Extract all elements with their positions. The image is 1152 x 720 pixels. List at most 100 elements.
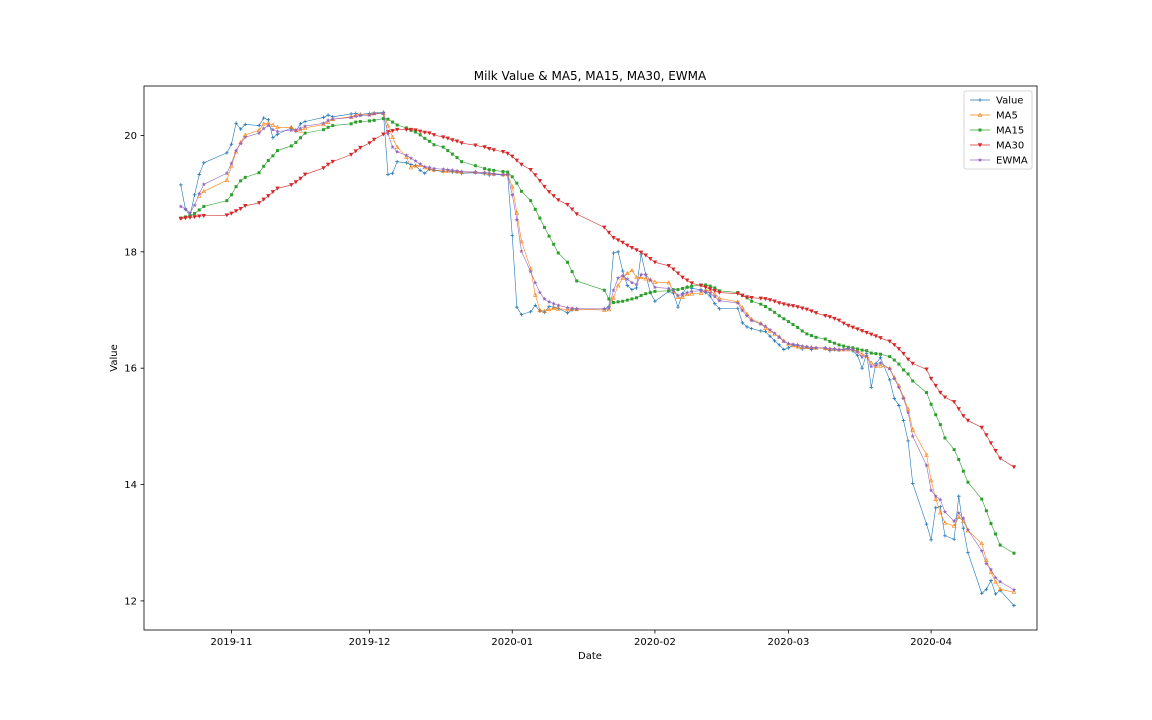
data-point-ewma xyxy=(408,155,414,161)
data-point-value xyxy=(261,116,266,120)
data-point-ma30 xyxy=(836,318,842,323)
data-point-ma15 xyxy=(648,291,652,295)
data-point-ma15 xyxy=(713,286,717,290)
data-point-ewma xyxy=(542,296,547,301)
data-point-ewma xyxy=(790,342,796,347)
data-point-ewma xyxy=(1011,587,1017,592)
data-point-ewma xyxy=(997,579,1003,584)
data-point-ma15 xyxy=(966,480,970,484)
data-point-ewma xyxy=(993,575,998,580)
data-point-ewma xyxy=(454,168,460,173)
data-point-ma15 xyxy=(667,289,671,293)
data-point-ewma xyxy=(961,515,966,521)
data-point-ma30 xyxy=(574,212,579,217)
data-point-value xyxy=(952,537,956,542)
data-point-value xyxy=(528,309,533,314)
data-point-ma30 xyxy=(266,194,271,199)
data-point-ewma xyxy=(611,287,616,293)
data-point-value xyxy=(938,504,943,509)
series-line-ma30 xyxy=(180,129,1015,468)
data-point-ewma xyxy=(238,141,243,146)
data-point-ma15 xyxy=(929,402,933,406)
legend-label: EWMA xyxy=(996,156,1028,167)
data-point-ma15 xyxy=(391,120,395,124)
data-point-ma30 xyxy=(901,351,906,356)
data-point-ma30 xyxy=(924,367,929,372)
data-point-ewma xyxy=(302,123,308,129)
data-point-ewma xyxy=(606,305,612,311)
data-point-ma30 xyxy=(809,309,814,314)
data-point-ma15 xyxy=(911,379,915,383)
data-point-value xyxy=(979,591,984,596)
data-point-ma5 xyxy=(993,579,998,584)
data-point-ma15 xyxy=(708,284,712,288)
data-point-ma15 xyxy=(492,168,496,172)
data-point-ewma xyxy=(800,343,805,348)
data-point-value xyxy=(782,347,786,352)
data-point-value xyxy=(630,287,634,292)
data-point-ma30 xyxy=(533,173,538,178)
data-point-ewma xyxy=(763,323,768,329)
data-point-ma15 xyxy=(565,260,569,264)
data-point-ma5 xyxy=(275,124,280,130)
data-point-value xyxy=(326,113,330,117)
data-point-ma15 xyxy=(823,337,827,341)
data-point-value xyxy=(901,418,906,423)
data-point-ma30 xyxy=(197,214,202,219)
data-point-value xyxy=(671,291,676,295)
data-point-ma15 xyxy=(529,199,533,203)
legend-label: Value xyxy=(996,96,1023,107)
data-point-ewma xyxy=(413,158,418,163)
data-point-ma30 xyxy=(556,198,561,203)
data-point-ma15 xyxy=(980,497,984,501)
data-point-ma15 xyxy=(768,307,772,311)
data-point-ewma xyxy=(744,313,750,318)
data-point-ma5 xyxy=(997,586,1003,592)
data-point-ewma xyxy=(270,127,276,132)
data-point-ewma xyxy=(178,204,184,209)
data-point-ewma xyxy=(266,123,271,128)
data-point-ma15 xyxy=(483,167,487,171)
data-point-ma15 xyxy=(874,352,878,356)
data-point-ma15 xyxy=(197,208,201,212)
data-point-ma5 xyxy=(666,280,672,285)
data-point-ma30 xyxy=(869,332,874,337)
data-point-ma5 xyxy=(951,523,957,528)
data-point-ma15 xyxy=(869,351,873,355)
data-point-ma30 xyxy=(988,441,994,446)
data-point-ma15 xyxy=(906,372,910,376)
data-point-ewma xyxy=(933,493,938,499)
data-point-ma30 xyxy=(417,129,423,134)
data-point-ewma xyxy=(823,345,828,350)
data-point-ma5 xyxy=(620,275,626,280)
data-point-value xyxy=(749,326,754,331)
data-point-ma5 xyxy=(555,306,561,311)
data-point-value xyxy=(275,132,280,137)
data-point-ma30 xyxy=(371,137,377,142)
data-point-value xyxy=(777,343,782,347)
data-point-ma30 xyxy=(569,207,575,212)
data-point-ma15 xyxy=(842,344,846,348)
data-point-value xyxy=(395,159,399,164)
data-point-value xyxy=(943,533,947,538)
data-point-value xyxy=(303,119,307,124)
data-point-value xyxy=(234,121,238,126)
data-point-ma5 xyxy=(878,363,883,368)
y-tick-label: 18 xyxy=(124,247,137,258)
data-point-ewma xyxy=(767,327,773,332)
data-point-ma15 xyxy=(690,284,694,288)
data-point-ewma xyxy=(855,349,860,354)
data-point-ma5 xyxy=(537,307,543,312)
data-point-value xyxy=(956,494,961,498)
data-point-ma5 xyxy=(611,295,616,300)
y-tick-label: 16 xyxy=(124,364,137,375)
data-point-ma5 xyxy=(224,177,230,182)
data-point-ma15 xyxy=(832,341,836,345)
data-point-ma15 xyxy=(225,199,229,203)
data-point-ma15 xyxy=(257,171,261,175)
x-tick-label: 2019-11 xyxy=(211,637,253,648)
data-point-ma15 xyxy=(239,179,243,183)
data-point-value xyxy=(625,283,630,288)
y-tick-label: 20 xyxy=(124,131,137,142)
data-point-ewma xyxy=(758,321,763,326)
